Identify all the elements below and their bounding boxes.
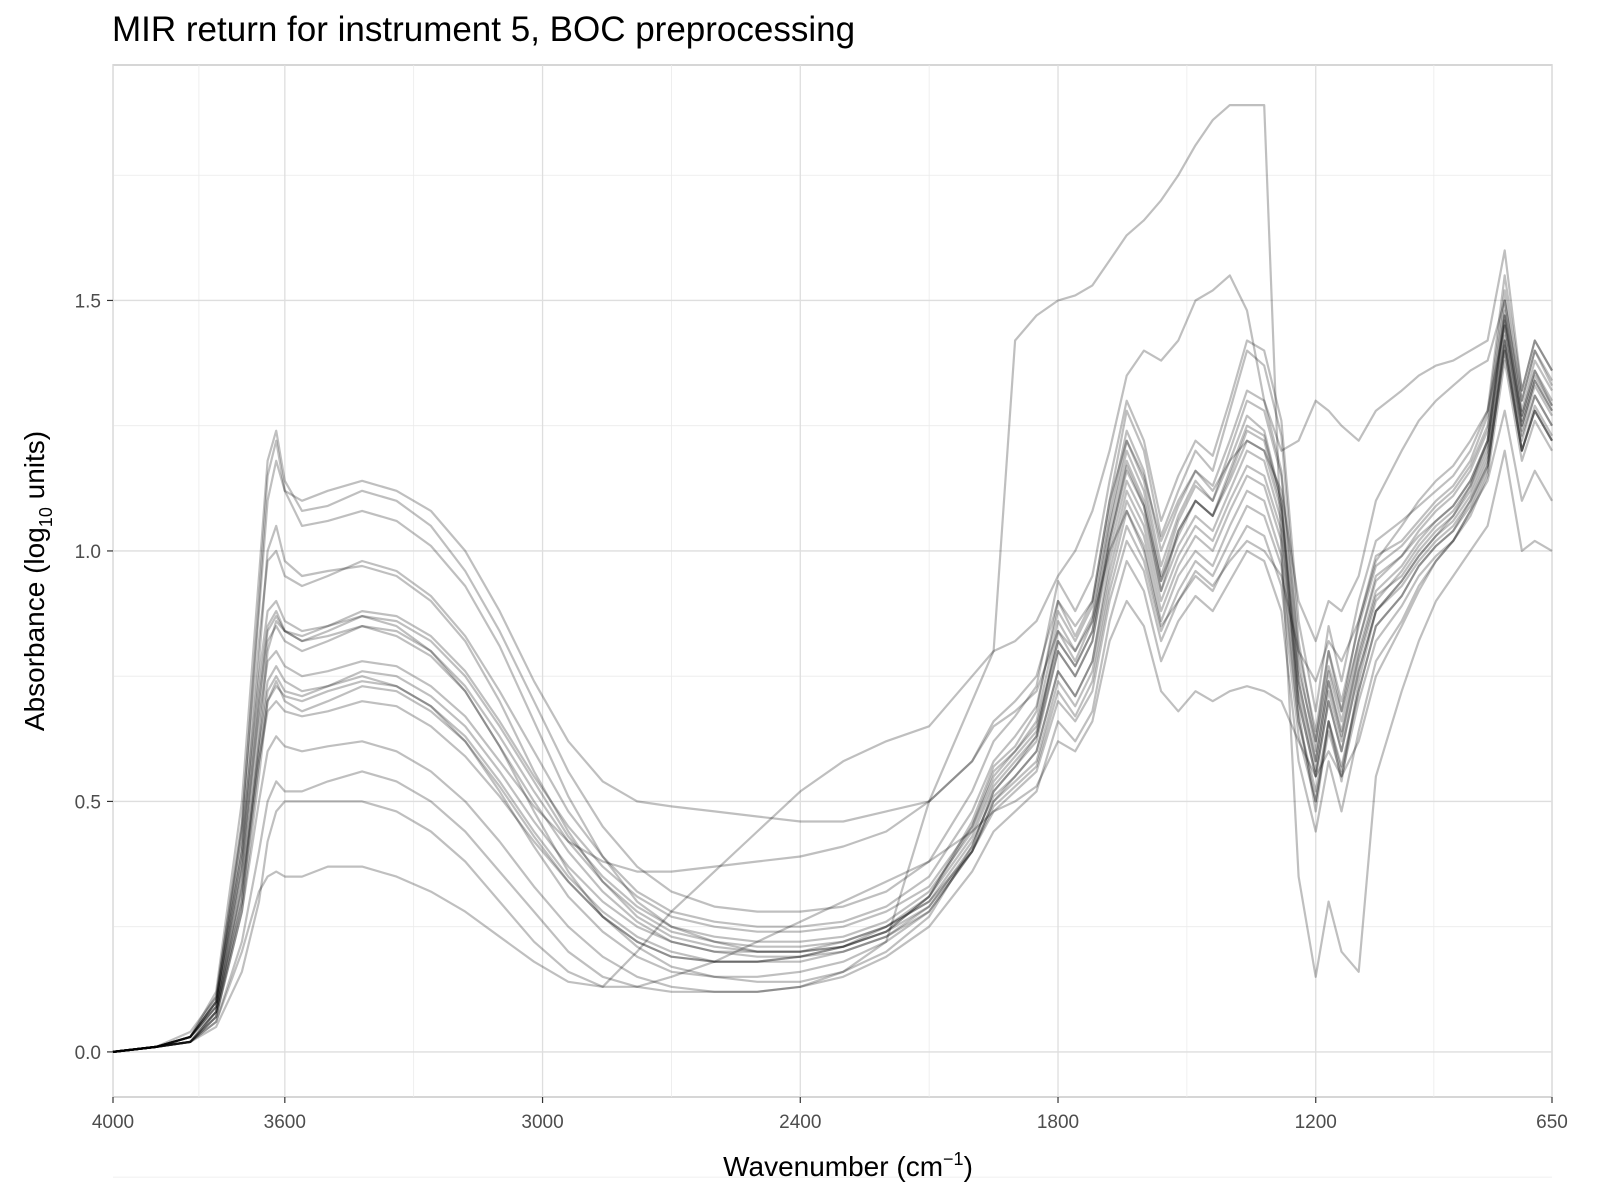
spectrum-line-19 — [112, 314, 1553, 1053]
y-tick-label: 0.0 — [75, 1043, 101, 1064]
y-tick-label: 0.5 — [75, 792, 101, 813]
x-tick-label: 3600 — [264, 1112, 306, 1133]
spectrum-line-17 — [112, 324, 1553, 1053]
spectrum-line-4 — [112, 289, 1553, 1053]
x-tick-label: 3000 — [521, 1112, 563, 1133]
spectrum-line-5 — [112, 299, 1553, 1053]
x-tick-label: 650 — [1536, 1112, 1568, 1133]
spectrum-line-7 — [112, 249, 1553, 1053]
plot-panel — [112, 64, 1553, 1098]
spectrum-line-2 — [112, 314, 1553, 1053]
spectrum-line-1 — [112, 334, 1553, 1053]
spectrum-line-14 — [112, 299, 1553, 1053]
x-axis-title: Wavenumber (cm−1) — [723, 1149, 973, 1182]
grid-lines — [112, 65, 1553, 1178]
y-tick-label: 1.0 — [75, 542, 101, 563]
spectrum-line-11 — [112, 344, 1553, 1053]
spectrum-line-12 — [112, 309, 1553, 1053]
spectrum-line-18 — [112, 339, 1553, 1053]
spectrum-line-15 — [112, 339, 1553, 1053]
spectrum-line-3 — [112, 349, 1553, 1053]
x-tick-label: 1200 — [1295, 1112, 1337, 1133]
spectrum-line-10 — [112, 319, 1553, 1053]
y-axis-title: Absorbance (log10 units) — [19, 431, 56, 731]
spectrum-line-9 — [112, 324, 1553, 1053]
x-tick-label: 1800 — [1037, 1112, 1079, 1133]
x-tick-label: 4000 — [92, 1112, 134, 1133]
spectrum-line-6 — [112, 409, 1553, 1053]
spectrum-line-8 — [112, 103, 1553, 1053]
spectrum-line-13 — [112, 359, 1553, 1053]
x-tick-label: 2400 — [779, 1112, 821, 1133]
chart-title: MIR return for instrument 5, BOC preproc… — [112, 10, 856, 49]
spectrum-line-16 — [112, 274, 1553, 1053]
spectrum-line-20 — [112, 349, 1553, 1053]
spectra-lines — [112, 103, 1553, 1053]
y-tick-label: 1.5 — [75, 291, 101, 312]
axis-ticks: 4000 3600 3000 2400 1800 1200 650 0.0 0.5 1.0 1.5 — [75, 291, 1568, 1133]
